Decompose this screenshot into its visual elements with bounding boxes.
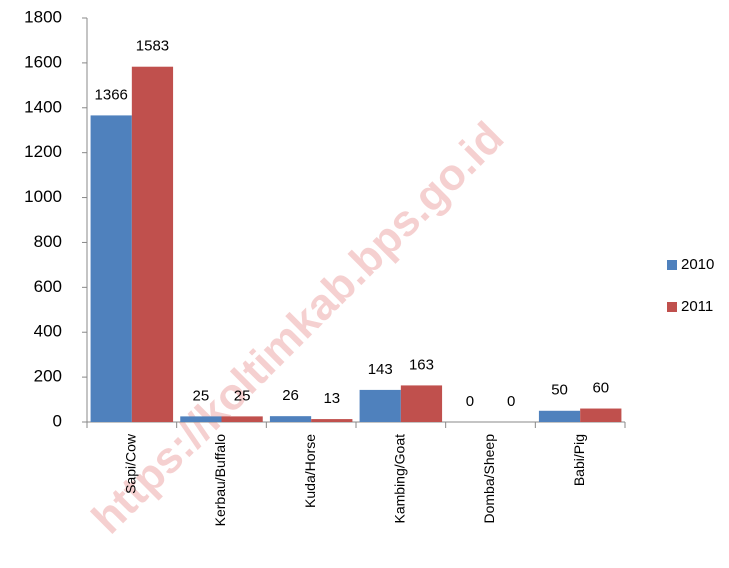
y-tick-label: 400: [34, 322, 62, 341]
value-label: 0: [507, 393, 515, 410]
value-label: 13: [323, 390, 340, 407]
bar: [311, 419, 353, 422]
value-label: 60: [592, 380, 609, 397]
y-tick-label: 1200: [24, 142, 62, 161]
y-tick-label: 600: [34, 277, 62, 296]
x-tick-label: Kuda/Horse: [302, 434, 318, 508]
value-label: 25: [234, 387, 251, 404]
x-tick-label: Babi/Pig: [571, 434, 587, 486]
legend-swatch: [667, 302, 677, 312]
x-tick-label: Kerbau/Buffalo: [212, 434, 228, 527]
bar: [400, 385, 443, 422]
y-tick-label: 1800: [24, 7, 62, 26]
x-tick-label: Sapi/Cow: [123, 433, 139, 494]
value-label: 25: [193, 387, 210, 404]
value-label: 0: [466, 393, 474, 410]
bar: [180, 416, 222, 422]
bar: [221, 416, 263, 422]
y-tick-label: 1600: [24, 52, 62, 71]
y-tick-label: 1000: [24, 187, 62, 206]
y-tick-label: 0: [53, 411, 62, 430]
x-tick-label: Kambing/Goat: [392, 434, 408, 524]
bar: [269, 416, 312, 422]
value-label: 163: [409, 356, 434, 373]
bar: [538, 410, 581, 422]
legend-label: 2010: [681, 256, 714, 273]
value-label: 1366: [95, 86, 128, 103]
value-label: 1583: [136, 38, 169, 55]
y-tick-label: 200: [34, 367, 62, 386]
bar: [90, 115, 132, 423]
value-label: 143: [368, 361, 393, 378]
bar: [359, 389, 401, 422]
value-label: 50: [551, 382, 568, 399]
y-tick-label: 1400: [24, 97, 62, 116]
legend-label: 2011: [681, 298, 713, 315]
x-tick-label: Domba/Sheep: [481, 434, 497, 524]
bar: [131, 66, 174, 423]
bar: [580, 408, 622, 422]
value-label: 26: [282, 387, 299, 404]
y-tick-label: 800: [34, 232, 62, 251]
legend-swatch: [667, 260, 677, 270]
